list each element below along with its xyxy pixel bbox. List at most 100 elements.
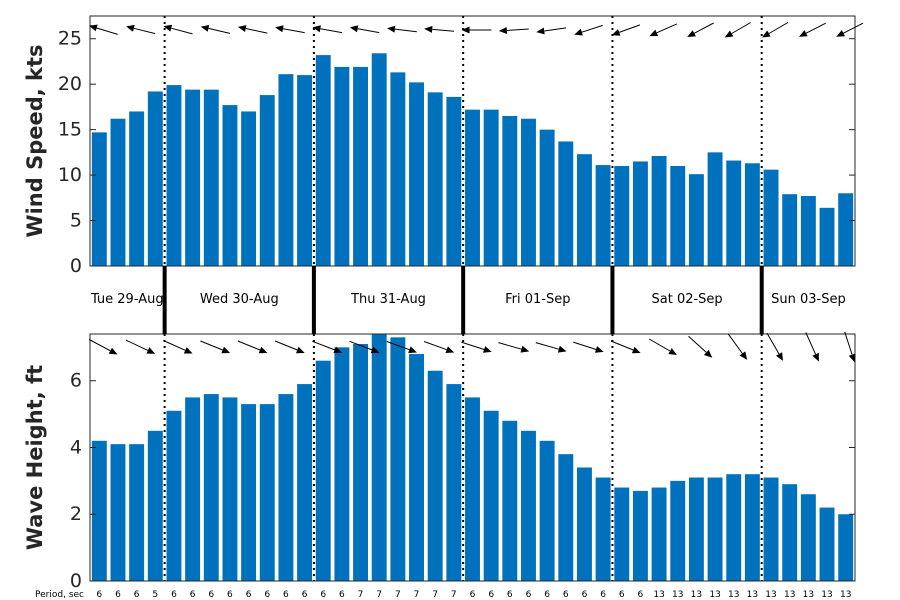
wave-bar [595, 477, 611, 581]
wave-bar [409, 354, 424, 581]
wind-bar [595, 165, 611, 266]
wind-direction-arrow [836, 22, 864, 37]
wind-ytick-label: 5 [70, 210, 82, 232]
wave-bar [166, 410, 182, 581]
wind-bar [353, 66, 369, 266]
wave-bar [651, 487, 667, 581]
period-value: 13 [784, 590, 795, 600]
wind-bar [334, 66, 350, 266]
period-label: Period, sec [35, 590, 84, 600]
wind-bar [241, 111, 257, 266]
day-label: Wed 30-Aug [200, 292, 279, 307]
day-label: Sun 03-Sep [771, 292, 846, 307]
wind-direction-arrow [649, 23, 678, 37]
period-value: 6 [283, 590, 289, 600]
period-value: 7 [432, 590, 438, 600]
wave-ytick-label: 0 [70, 570, 82, 592]
wave-bar [91, 440, 107, 581]
wave-bar [744, 474, 760, 581]
wind-bar [782, 194, 798, 266]
wave-axes-frame [89, 333, 856, 582]
wind-bar [278, 74, 294, 267]
wave-bar [371, 334, 387, 581]
period-value: 6 [600, 590, 606, 600]
period-value: 13 [653, 590, 664, 600]
wave-bar [278, 394, 294, 581]
wave-bar [782, 484, 798, 581]
wind-bar [688, 174, 704, 266]
wave-direction-arrow [88, 339, 118, 355]
wave-bar [259, 404, 275, 581]
wind-bar [483, 109, 499, 266]
wave-bar [222, 397, 238, 581]
wind-direction-arrow [724, 22, 751, 38]
wind-direction-arrow [312, 25, 343, 34]
wave-bar [632, 490, 648, 581]
wind-bar [502, 116, 518, 266]
wind-bar [446, 96, 462, 266]
wind-direction-arrow [275, 25, 305, 34]
wind-direction-arrow [498, 27, 529, 34]
wave-direction-arrow [200, 340, 231, 354]
wind-bar [390, 72, 406, 266]
day-label: Thu 31-Aug [350, 292, 426, 307]
wave-direction-arrow [312, 340, 343, 354]
period-value: 7 [376, 590, 382, 600]
period-value: 6 [115, 590, 121, 600]
wind-direction-arrow [574, 24, 603, 36]
period-value: 6 [134, 590, 140, 600]
period-value: 6 [302, 590, 308, 600]
period-value: 6 [582, 590, 588, 600]
period-value: 7 [451, 590, 457, 600]
wave-direction-arrow [386, 341, 417, 353]
wave-bar [427, 370, 443, 581]
wave-bar [297, 384, 313, 581]
day-label: Tue 29-Aug [90, 292, 164, 307]
wave-bar [707, 477, 723, 581]
wind-bar [576, 154, 592, 266]
wind-bar [166, 85, 182, 266]
wind-direction-arrow [461, 26, 492, 34]
wind-bar [409, 82, 424, 266]
wind-bar [91, 132, 107, 266]
period-value: 6 [544, 590, 550, 600]
wind-direction-arrow [349, 25, 380, 34]
wave-bar [539, 440, 555, 581]
wind-bar [651, 156, 667, 266]
wind-bar [259, 95, 275, 266]
wave-y-axis-label: Wave Height, ft [23, 365, 47, 550]
wind-bar [800, 196, 816, 266]
wave-bar [558, 454, 574, 581]
wave-direction-arrow [349, 340, 380, 354]
wind-bar [819, 207, 835, 266]
period-value: 6 [507, 590, 513, 600]
period-value: 6 [227, 590, 233, 600]
wave-direction-arrow [688, 335, 713, 358]
wave-ytick-label: 6 [70, 370, 82, 392]
wind-direction-arrow [200, 25, 231, 34]
wave-direction-arrow [573, 341, 604, 353]
wind-y-axis-label: Wind Speed, kts [23, 44, 47, 237]
wave-bar [147, 430, 163, 581]
wind-bar [129, 111, 145, 266]
wave-bar [185, 397, 201, 581]
wind-axes-frame [89, 15, 856, 267]
wave-bar [390, 337, 406, 581]
wind-bar [763, 169, 779, 266]
wave-bar [129, 444, 145, 581]
wave-direction-arrow [648, 338, 677, 355]
wave-direction-arrow [844, 331, 856, 363]
period-value: 6 [563, 590, 569, 600]
wind-direction-arrow [163, 24, 193, 35]
wave-direction-arrow [461, 341, 492, 353]
period-value: 6 [264, 590, 270, 600]
period-value: 13 [765, 590, 776, 600]
wind-bar [744, 163, 760, 266]
wind-ytick-label: 10 [58, 164, 82, 186]
wind-direction-arrow [611, 24, 641, 36]
wind-bar [539, 129, 555, 266]
wind-bar [110, 118, 126, 266]
period-value: 13 [691, 590, 702, 600]
wave-bar [838, 514, 854, 581]
